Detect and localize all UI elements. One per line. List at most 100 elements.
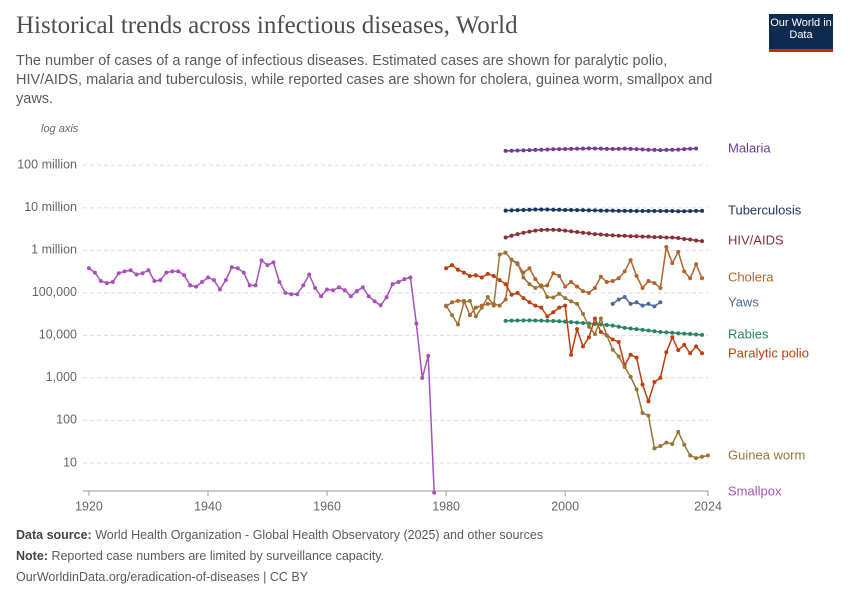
data-point — [628, 352, 633, 357]
data-point — [557, 273, 562, 278]
data-point — [658, 330, 663, 335]
data-point — [628, 258, 633, 263]
data-point — [646, 279, 651, 284]
data-point — [509, 318, 514, 323]
data-point — [598, 316, 603, 321]
data-point — [604, 232, 609, 237]
data-point — [563, 296, 568, 301]
chart-subtitle: The number of cases of a range of infect… — [16, 53, 713, 107]
data-point — [616, 339, 621, 344]
data-point — [575, 320, 580, 325]
data-point — [640, 147, 645, 152]
data-point — [688, 237, 693, 242]
data-point — [658, 148, 663, 153]
data-point — [503, 235, 508, 240]
data-point — [140, 271, 145, 276]
data-point — [622, 294, 627, 299]
data-point — [646, 328, 651, 333]
data-point — [444, 266, 449, 271]
data-point — [503, 297, 508, 302]
data-point — [622, 146, 627, 151]
data-point — [485, 271, 490, 276]
data-point — [628, 234, 633, 239]
data-point — [658, 444, 663, 449]
data-point — [551, 295, 556, 300]
series-label: Paralytic polio — [728, 345, 809, 360]
chart-title: Historical trends across infectious dise… — [16, 12, 518, 39]
data-point — [200, 280, 205, 285]
data-point — [658, 375, 663, 380]
data-point — [640, 209, 645, 214]
data-point — [509, 233, 514, 238]
data-point — [533, 318, 538, 323]
data-point — [158, 278, 163, 283]
data-point — [688, 453, 693, 458]
data-point — [485, 301, 490, 306]
y-tick-label: 100,000 — [32, 285, 77, 299]
data-point — [515, 232, 520, 237]
data-point — [331, 288, 335, 293]
data-point — [402, 277, 407, 282]
data-point — [527, 229, 532, 234]
data-point — [628, 326, 633, 331]
data-point — [575, 229, 580, 234]
data-point — [682, 147, 687, 152]
data-point — [598, 208, 603, 213]
data-point — [700, 332, 705, 337]
data-point — [610, 233, 615, 238]
data-point — [467, 273, 472, 278]
data-point — [694, 332, 699, 337]
data-point — [563, 319, 568, 324]
series-line — [505, 208, 703, 213]
data-point — [456, 322, 460, 327]
url[interactable]: OurWorldinData.org/eradication-of-diseas… — [16, 570, 309, 584]
data-point — [563, 284, 568, 289]
y-tick-label: 1,000 — [46, 370, 77, 384]
data-point — [658, 300, 663, 305]
data-point — [503, 318, 508, 323]
data-point — [694, 146, 699, 151]
data-point — [241, 270, 246, 275]
data-point — [342, 288, 347, 293]
data-point — [664, 440, 669, 445]
data-point — [557, 147, 562, 152]
note-label: Note: — [16, 549, 48, 563]
data-point — [515, 318, 520, 323]
data-point — [503, 148, 508, 153]
data-point — [688, 276, 693, 281]
data-point — [616, 146, 621, 151]
data-point — [450, 300, 455, 305]
data-point — [676, 236, 681, 241]
data-point — [182, 273, 187, 278]
data-point — [515, 148, 520, 153]
data-point — [676, 249, 681, 254]
logo[interactable]: Our World in Data — [769, 14, 833, 52]
series-line — [505, 228, 703, 242]
x-tick-label: 1920 — [75, 499, 103, 513]
axis-note: log axis — [41, 123, 79, 135]
data-point — [497, 303, 502, 308]
data-point — [646, 399, 651, 404]
data-point — [646, 301, 651, 306]
data-point — [307, 272, 312, 277]
data-point — [646, 234, 651, 239]
data-point — [658, 286, 663, 291]
data-point — [301, 283, 306, 288]
series-line — [88, 259, 435, 493]
data-point — [670, 235, 675, 240]
series-label: Guinea worm — [728, 447, 805, 462]
data-point — [533, 228, 538, 233]
data-point — [622, 233, 627, 238]
series-label: Yaws — [728, 294, 759, 309]
data-point — [634, 300, 639, 305]
data-point — [188, 283, 193, 288]
data-point — [259, 258, 264, 263]
data-point — [581, 230, 585, 235]
data-point — [700, 208, 705, 213]
data-point — [700, 276, 705, 281]
data-point — [319, 294, 324, 299]
data-point — [563, 228, 568, 233]
x-tick-label: 2024 — [694, 499, 722, 513]
data-point — [682, 442, 687, 447]
